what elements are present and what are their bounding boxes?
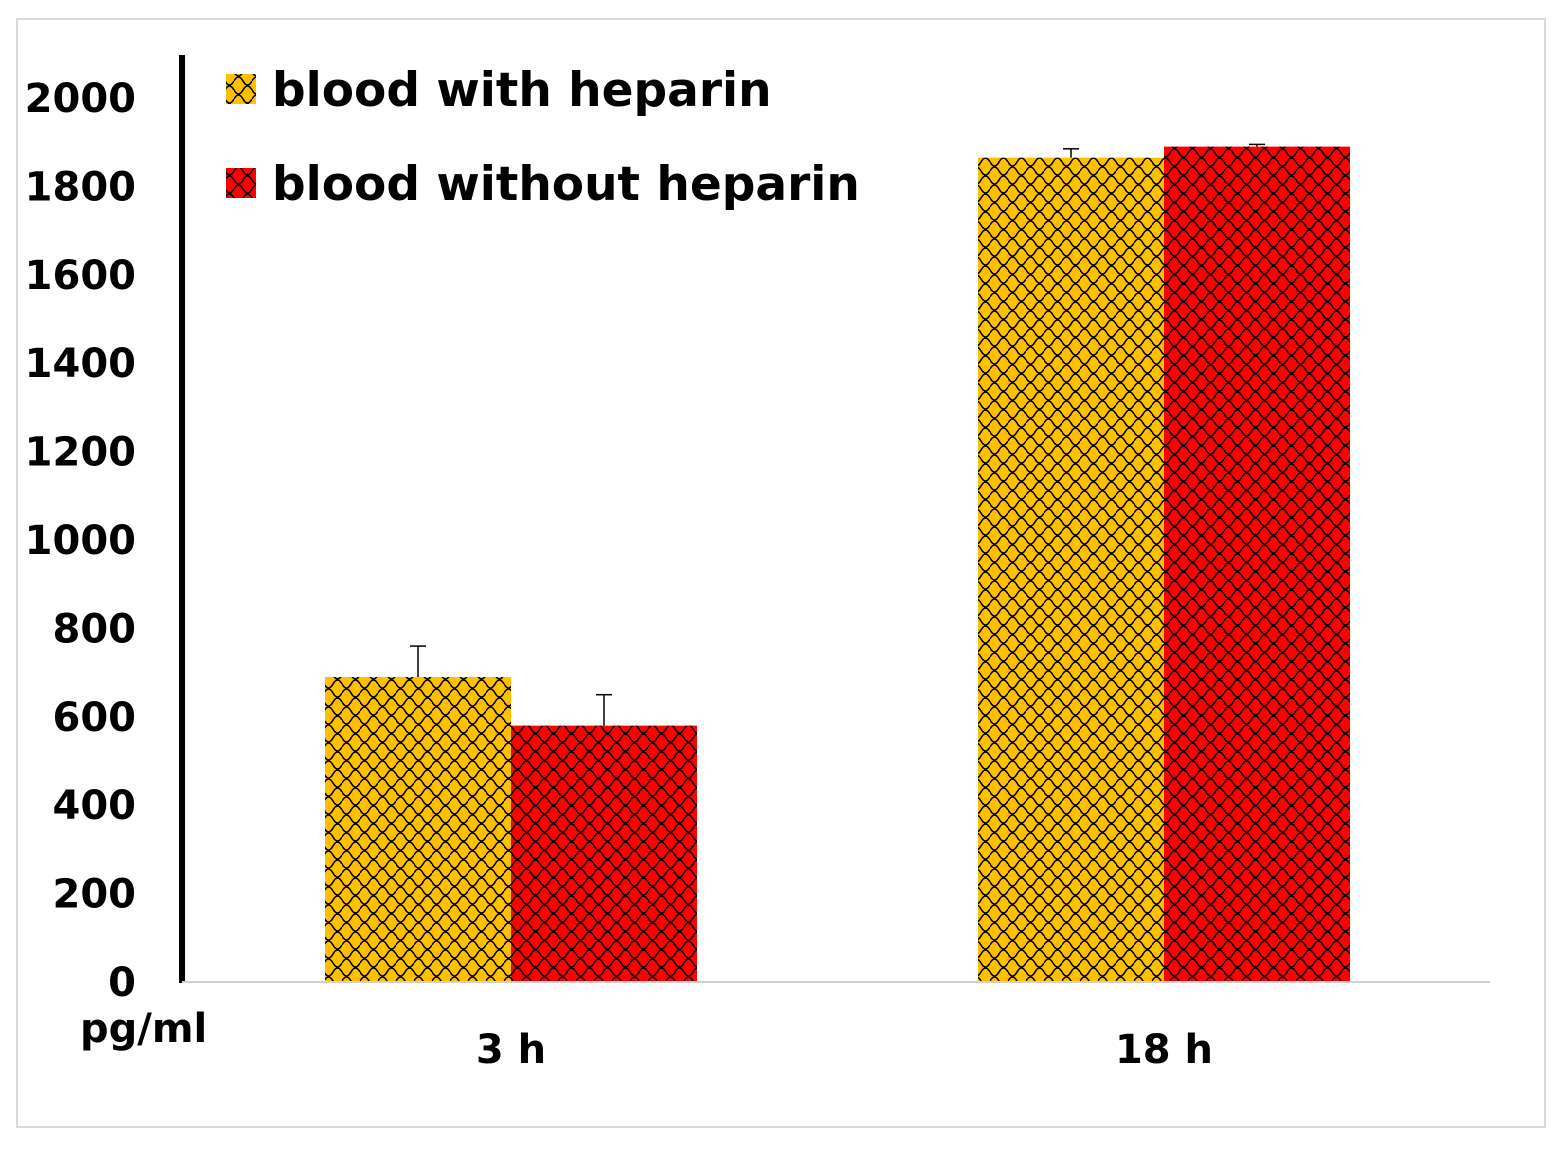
axes-layer	[179, 55, 1490, 983]
y-tick-label: 1400	[25, 341, 136, 387]
legend-label-blood-with-heparin: blood with heparin	[272, 63, 772, 118]
y-axis-unit-label: pg/ml	[80, 1006, 207, 1052]
y-tick-label: 0	[108, 960, 136, 1006]
bars-layer	[325, 143, 1350, 983]
x-tick-label: 3 h	[476, 1027, 546, 1073]
legend: blood with heparin blood without heparin	[226, 63, 860, 212]
legend-swatch-blood-with-heparin	[226, 74, 256, 104]
bar-blood-without-heparin-18h	[1164, 146, 1350, 982]
y-tick-label: 1800	[25, 164, 136, 210]
legend-label-blood-without-heparin: blood without heparin	[272, 157, 860, 212]
legend-swatch-blood-without-heparin	[226, 168, 256, 198]
y-tick-label: 1600	[25, 253, 136, 299]
bar-blood-with-heparin-18h	[978, 157, 1164, 983]
y-tick-label: 1200	[25, 430, 136, 476]
y-tick-label: 1000	[25, 518, 136, 564]
text-layer: 3 h 18 h 0 200 400 600 800 1000 1200 1400 1600 1800…	[25, 76, 1213, 1073]
y-tick-label: 400	[53, 783, 137, 829]
y-tick-label: 600	[53, 695, 137, 741]
bar-blood-without-heparin-3h	[511, 725, 697, 982]
y-tick-label: 2000	[25, 76, 136, 122]
y-tick-label: 200	[53, 872, 137, 918]
y-tick-label: 800	[53, 606, 137, 652]
bar-blood-with-heparin-3h	[325, 677, 511, 982]
x-tick-label: 18 h	[1115, 1027, 1213, 1073]
